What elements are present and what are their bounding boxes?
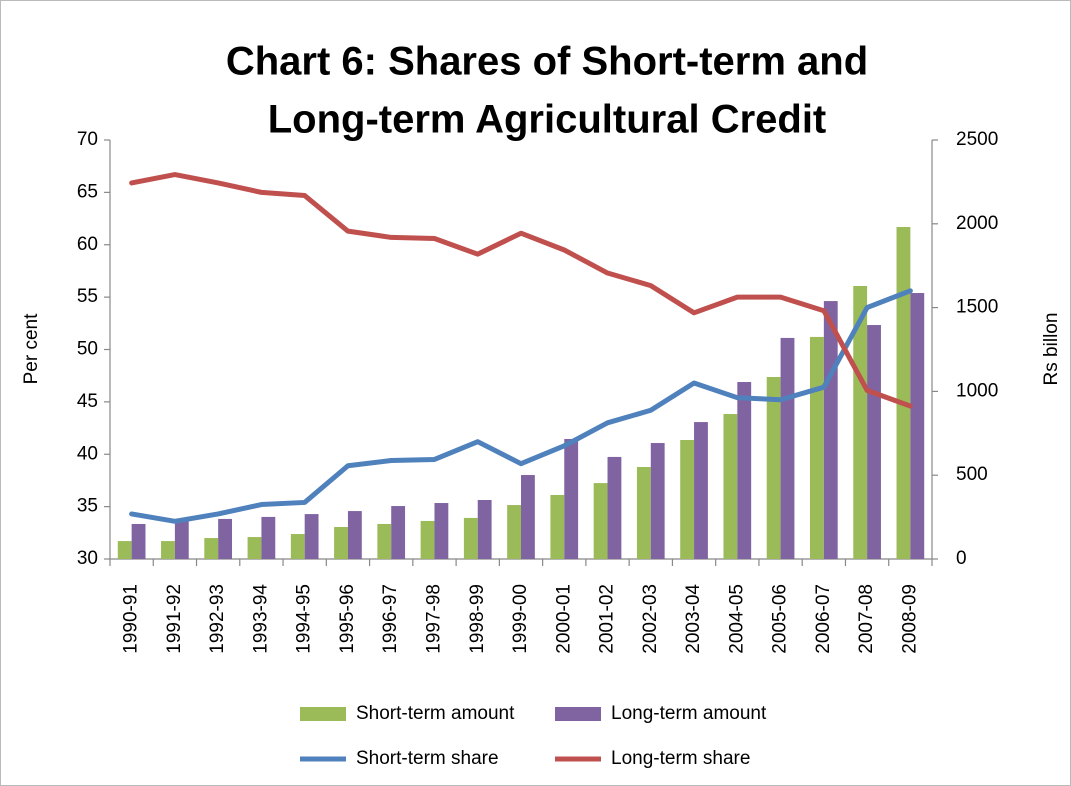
x-tick-label: 1999-00	[510, 584, 531, 654]
bar	[607, 456, 622, 559]
legend-swatch	[555, 707, 601, 721]
x-tick-label: 1994-95	[294, 584, 315, 654]
bar	[780, 337, 795, 559]
y2-tick-label: 500	[956, 464, 988, 485]
y-tick-label: 65	[77, 181, 98, 202]
y-tick-label: 70	[77, 129, 98, 150]
bar	[391, 506, 406, 559]
x-tick-label: 1997-98	[423, 584, 444, 654]
bar	[420, 520, 435, 559]
bar	[131, 523, 146, 559]
bar	[564, 438, 579, 559]
x-tick-label: 2001-02	[597, 584, 618, 654]
legend-label: Long-term share	[611, 748, 750, 769]
legend-label: Short-term amount	[356, 703, 515, 724]
y2-tick-label: 2500	[956, 129, 998, 150]
y2-axis-label: Rs billon	[1041, 313, 1062, 386]
x-tick-label: 2000-01	[553, 584, 574, 654]
bar	[290, 534, 305, 559]
bar	[896, 226, 911, 559]
bar	[910, 293, 925, 559]
bar	[853, 285, 868, 559]
bar	[723, 414, 738, 559]
bar	[636, 466, 651, 559]
x-tick-label: 2006-07	[813, 584, 834, 654]
y-tick-label: 40	[77, 443, 98, 464]
legend-swatch	[300, 707, 346, 721]
bar	[247, 537, 262, 559]
bar	[507, 505, 521, 559]
y2-tick-label: 0	[956, 548, 967, 569]
bar	[823, 301, 838, 559]
x-tick-label: 1991-92	[164, 584, 185, 654]
bar	[334, 526, 348, 559]
bar	[218, 518, 233, 559]
bar	[809, 336, 824, 559]
bar	[304, 514, 319, 559]
y-tick-label: 50	[77, 339, 98, 360]
y2-tick-label: 2000	[956, 213, 998, 234]
bar	[593, 483, 608, 559]
x-tick-label: 1993-94	[250, 584, 271, 654]
bar	[521, 475, 535, 559]
line-series	[129, 172, 913, 409]
y-tick-label: 55	[77, 286, 98, 307]
x-tick-label: 2002-03	[640, 584, 661, 654]
x-tick-label: 1995-96	[337, 584, 358, 654]
y-tick-label: 45	[77, 391, 98, 412]
x-tick-label: 1990-91	[121, 584, 142, 654]
bar	[737, 382, 752, 559]
bar	[550, 494, 565, 559]
bar	[347, 511, 362, 559]
x-tick-label: 2003-04	[683, 584, 704, 654]
x-tick-label: 1992-93	[207, 584, 228, 654]
x-tick-label: 2008-09	[899, 584, 920, 654]
bar	[117, 541, 132, 559]
x-tick-label: 1998-99	[467, 584, 488, 654]
bar	[204, 538, 219, 559]
bar	[261, 516, 276, 559]
x-tick-label: 2005-06	[770, 584, 791, 654]
bar	[174, 518, 189, 559]
bar	[867, 325, 881, 559]
chart-title: Long-term Agricultural Credit	[268, 98, 827, 142]
chart-title: Chart 6: Shares of Short-term and	[226, 40, 868, 84]
bar	[377, 523, 392, 559]
bar	[694, 422, 708, 559]
x-tick-label: 2004-05	[726, 584, 747, 654]
y2-tick-label: 1500	[956, 297, 998, 318]
legend-label: Short-term share	[356, 748, 499, 769]
bar	[680, 440, 695, 559]
bar	[463, 517, 478, 559]
y-axis-label: Per cent	[21, 313, 42, 384]
x-tick-label: 2007-08	[856, 584, 877, 654]
x-tick-label: 1996-97	[380, 584, 401, 654]
bar	[477, 500, 492, 559]
legend-label: Long-term amount	[611, 703, 767, 724]
y-tick-label: 35	[77, 496, 98, 517]
bar	[161, 541, 175, 559]
y-tick-label: 30	[77, 548, 98, 569]
bar	[434, 503, 449, 559]
bar	[766, 376, 781, 559]
y2-tick-label: 1000	[956, 380, 998, 401]
y-tick-label: 60	[77, 234, 98, 255]
bar	[650, 443, 665, 559]
line-series	[129, 288, 913, 524]
